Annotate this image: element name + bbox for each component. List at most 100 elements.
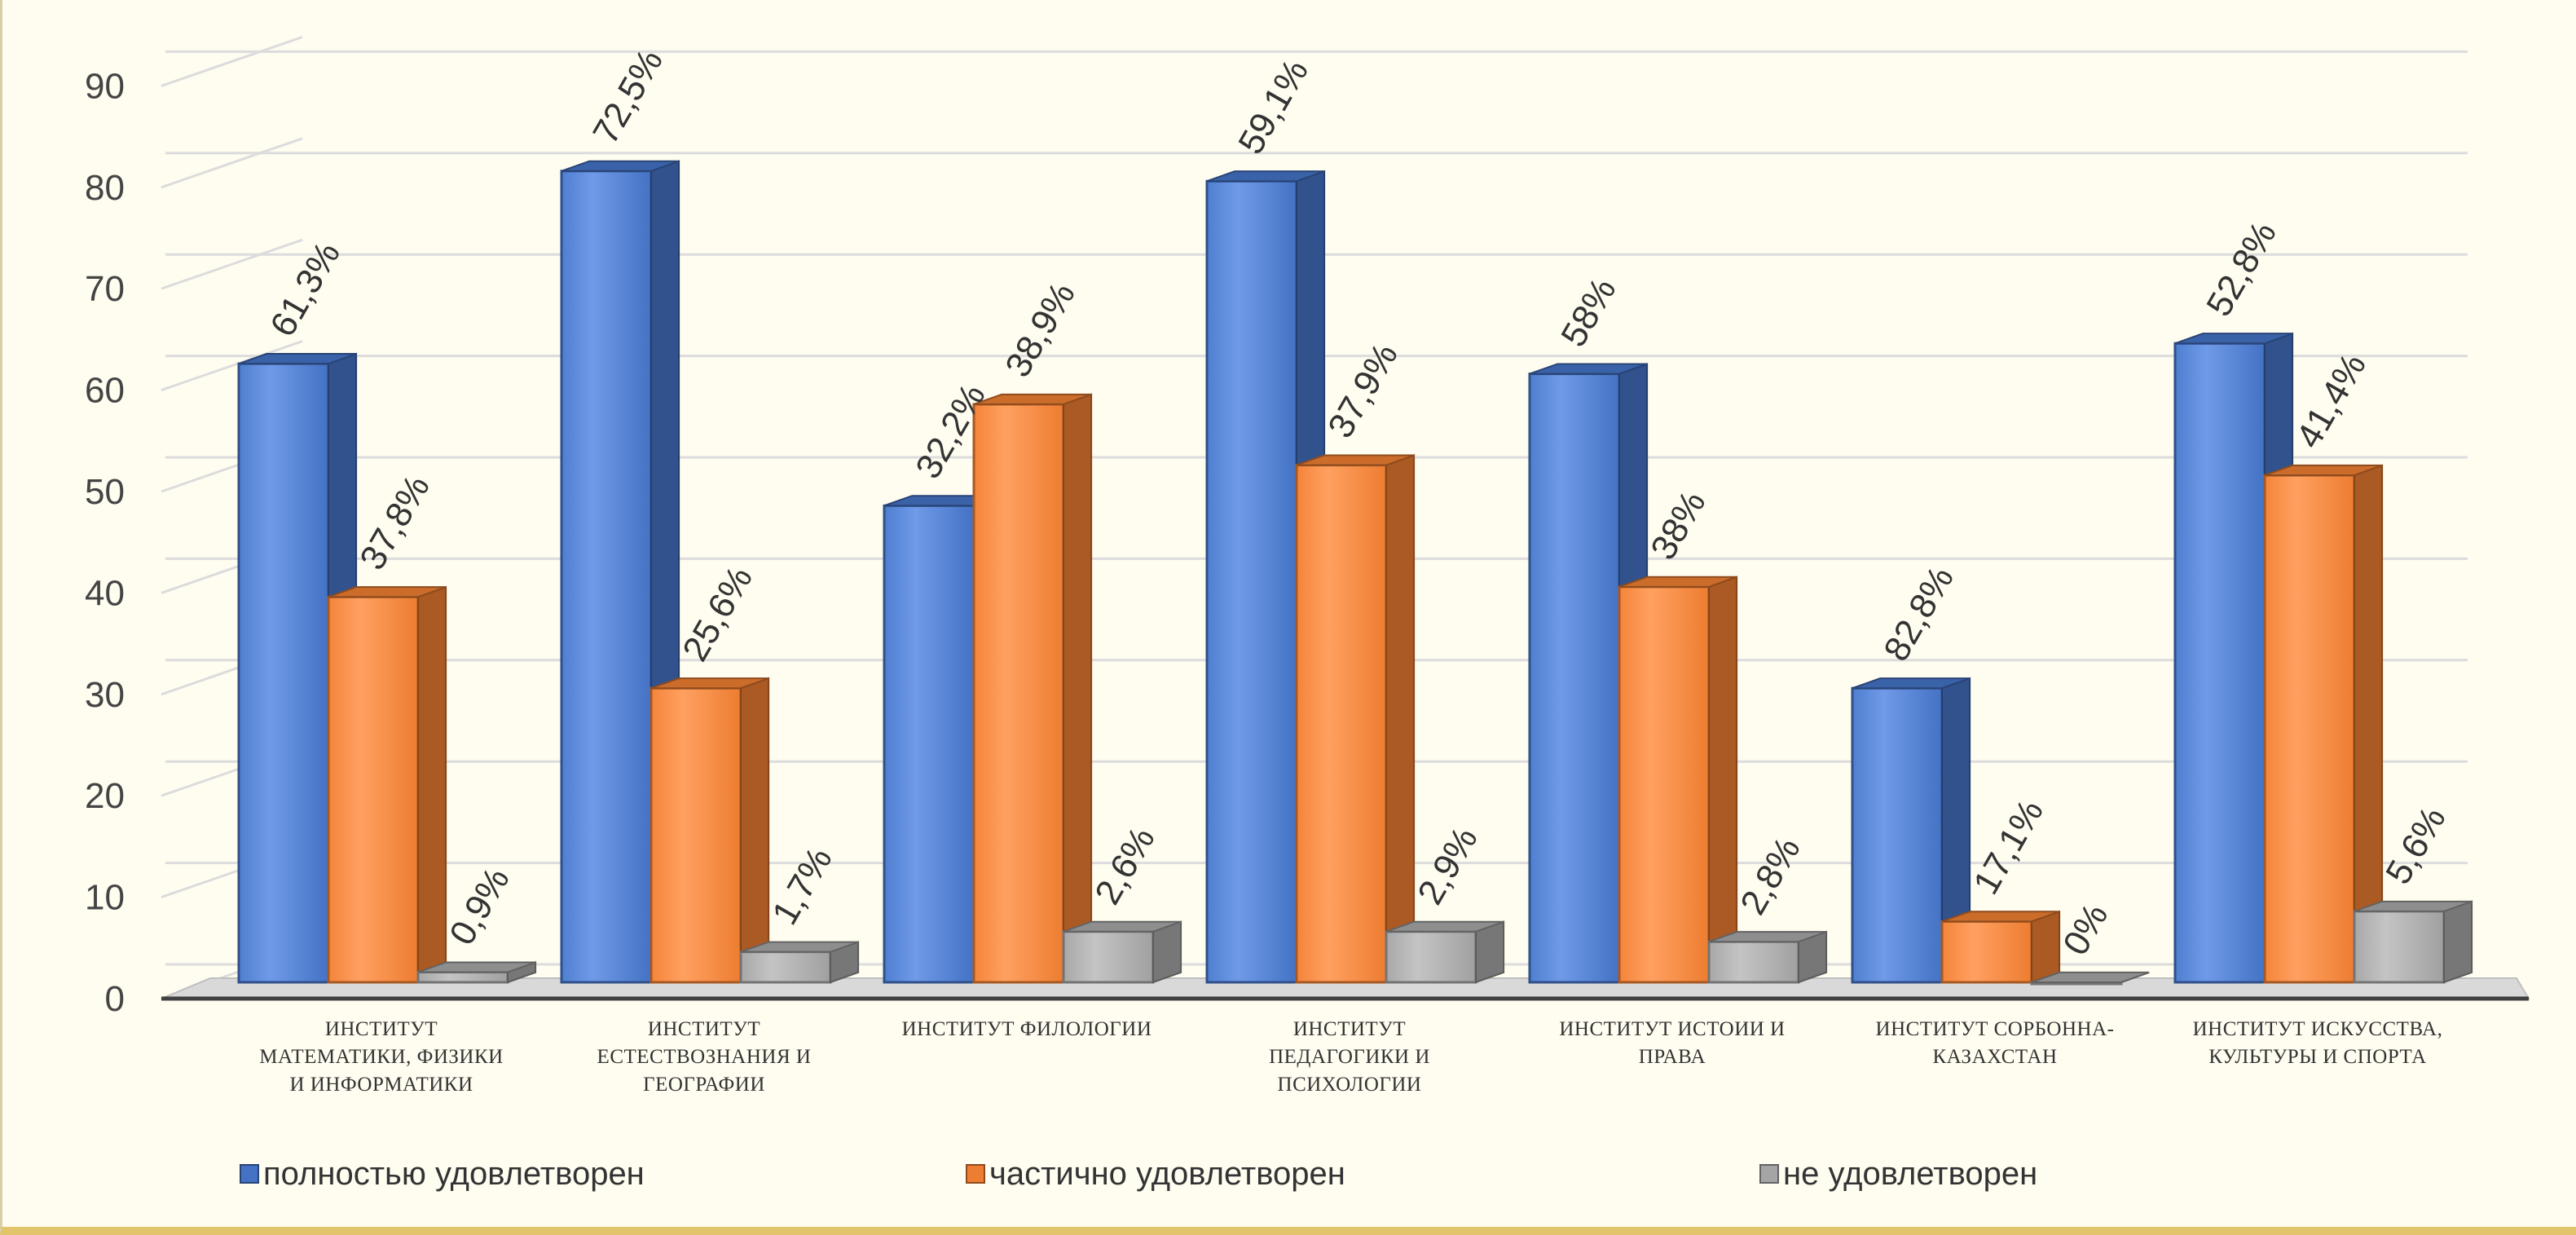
bar — [972, 393, 1093, 984]
data-label: 37,9% — [1320, 337, 1406, 445]
bar-top — [417, 961, 536, 973]
bar-front — [650, 686, 742, 984]
y-tick-label: 30 — [85, 675, 125, 715]
bar — [1062, 920, 1182, 984]
bar-front — [2263, 474, 2356, 984]
side-gridline — [161, 35, 303, 87]
bar-front — [1528, 373, 1621, 984]
side-gridline — [161, 340, 303, 392]
bar-top — [1529, 363, 1648, 375]
bar-top — [1063, 920, 1182, 933]
data-label: 61,3% — [262, 236, 348, 344]
data-label: 41,4% — [2288, 346, 2374, 455]
bar — [1295, 454, 1416, 984]
legend-label: полностью удовлетворен — [263, 1156, 645, 1192]
bar-front — [327, 595, 420, 984]
bar-front — [1385, 930, 1477, 984]
side-gridline — [161, 137, 303, 189]
bar — [1618, 576, 1738, 984]
bar-front — [972, 403, 1065, 984]
data-label: 82,8% — [1876, 560, 1962, 668]
bar-front — [416, 971, 509, 984]
side-gridline — [161, 238, 303, 290]
y-tick-label: 20 — [85, 776, 125, 816]
x-category-label: ИНСТИТУТ ЕСТЕСТВОЗНАНИЯ И ГЕОГРАФИИ — [597, 1018, 812, 1096]
bar-side — [417, 585, 447, 984]
data-label: 59,1% — [1231, 53, 1316, 161]
data-label: 5,6% — [2378, 801, 2454, 891]
bar-front — [237, 362, 330, 984]
bar-top — [1708, 931, 1827, 943]
data-label: 38,9% — [997, 276, 1083, 384]
bar-front — [1851, 686, 1944, 984]
bar-front — [560, 170, 653, 984]
legend: полностью удовлетворен частично удовлетво… — [240, 1156, 2037, 1192]
bar-side — [1063, 393, 1093, 984]
bar-top — [1618, 576, 1737, 588]
data-label: 2,9% — [1410, 820, 1486, 911]
data-label: 17,1% — [1966, 793, 2051, 902]
bar-top — [2354, 900, 2473, 912]
data-label: 25,6% — [675, 560, 760, 668]
legend-label: частично удовлетворен — [989, 1156, 1345, 1192]
bar — [1707, 930, 1828, 984]
legend-label: не удовлетворен — [1783, 1156, 2037, 1192]
x-category-label: ИНСТИТУТ ПЕДАГОГИКИ И ПСИХОЛОГИИ — [1269, 1018, 1430, 1096]
legend-item: полностью удовлетворен — [240, 1156, 645, 1192]
y-tick-label: 80 — [85, 168, 125, 208]
y-tick-label: 0 — [105, 979, 125, 1019]
y-tick-label: 70 — [85, 269, 125, 309]
bar-front — [1205, 179, 1298, 984]
bar-top — [1206, 170, 1325, 183]
data-label: 2,6% — [1087, 820, 1163, 911]
data-label: 0,9% — [442, 861, 517, 951]
bar — [1385, 920, 1505, 984]
bar-top — [1852, 677, 1971, 690]
data-label: 52,8% — [2199, 215, 2284, 324]
bars — [237, 160, 2473, 986]
data-label: 58% — [1553, 271, 1623, 354]
bar-top — [1385, 920, 1504, 933]
y-axis-ticks: 0 10 20 30 40 50 60 70 80 90 — [85, 66, 125, 1019]
legend-item: частично удовлетворен — [966, 1156, 1345, 1192]
x-axis-categories: ИНСТИТУТ МАТЕМАТИКИ, ФИЗИКИ И ИНФОРМАТИКИ И… — [259, 1018, 2442, 1096]
bar-front — [2353, 910, 2446, 984]
bar-top — [740, 941, 859, 953]
bar-front — [1062, 930, 1155, 984]
bar-top — [561, 160, 680, 172]
bar-top — [1296, 454, 1415, 466]
bar — [2263, 464, 2384, 984]
bar-front — [739, 951, 832, 984]
data-label: 0% — [2055, 897, 2116, 962]
y-tick-label: 60 — [85, 371, 125, 411]
bar — [739, 941, 860, 984]
bar-top — [973, 393, 1092, 405]
bar-side — [1385, 454, 1416, 984]
x-category-label: ИНСТИТУТ ФИЛОЛОГИИ — [902, 1018, 1152, 1040]
bar-side — [740, 677, 770, 984]
bar-side — [2031, 910, 2061, 984]
bar-front — [883, 504, 975, 984]
bar-top — [2174, 333, 2293, 345]
bar — [560, 160, 680, 984]
data-label: 72,5% — [585, 42, 671, 151]
y-tick-label: 40 — [85, 573, 125, 613]
legend-swatch — [966, 1164, 985, 1184]
bar — [2030, 971, 2150, 986]
bar — [1940, 910, 2061, 984]
bar — [416, 961, 537, 984]
bar-front — [1940, 920, 2033, 984]
legend-swatch — [1759, 1164, 1779, 1184]
bar-front — [1707, 940, 1800, 984]
bar-front — [1295, 464, 1388, 984]
bar-top — [238, 353, 357, 365]
data-label: 38% — [1643, 484, 1713, 567]
data-label: 2,8% — [1733, 831, 1808, 921]
bar-top — [1941, 911, 2060, 923]
bar-top — [2264, 464, 2383, 476]
y-tick-label: 50 — [85, 472, 125, 512]
bar-top — [650, 677, 769, 690]
bar — [1851, 677, 1971, 984]
